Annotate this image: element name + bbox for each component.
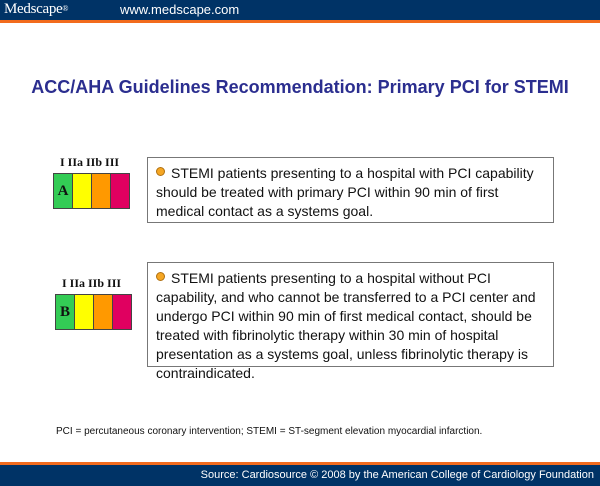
medscape-logo[interactable]: Medscape® [4,1,68,18]
header-stripe [0,20,600,23]
class-color-bar: B [55,294,132,330]
class-iia-cell [73,174,92,208]
bullet-icon [156,167,165,176]
class-i-cell: B [56,295,75,329]
recommendation-text: STEMI patients presenting to a hospital … [156,270,536,381]
recommendation-text: STEMI patients presenting to a hospital … [156,165,534,219]
recommendation-box: STEMI patients presenting to a hospital … [147,157,554,223]
source-citation: Source: Cardiosource © 2008 by the Ameri… [200,469,594,481]
class-iii-cell [113,295,131,329]
class-i-cell: A [54,174,73,208]
class-iii-cell [111,174,129,208]
abbreviation-footnote: PCI = percutaneous coronary intervention… [56,426,483,437]
registered-mark: ® [62,4,69,13]
footer-bar: Source: Cardiosource © 2008 by the Ameri… [0,465,600,486]
slide-title: ACC/AHA Guidelines Recommendation: Prima… [31,77,569,97]
class-color-bar: A [53,173,130,209]
bullet-icon [156,272,165,281]
site-url[interactable]: www.medscape.com [120,2,240,17]
recommendation-box: STEMI patients presenting to a hospital … [147,262,554,381]
class-labels: I IIa IIb III [60,155,120,169]
footer-stripe [0,462,600,465]
class-iib-cell [92,174,111,208]
class-iia-cell [75,295,94,329]
class-iib-cell [94,295,113,329]
logo-text: Medscape [4,1,63,17]
class-labels: I IIa IIb III [62,276,122,290]
header-bar: Medscape® www.medscape.com [0,0,600,20]
